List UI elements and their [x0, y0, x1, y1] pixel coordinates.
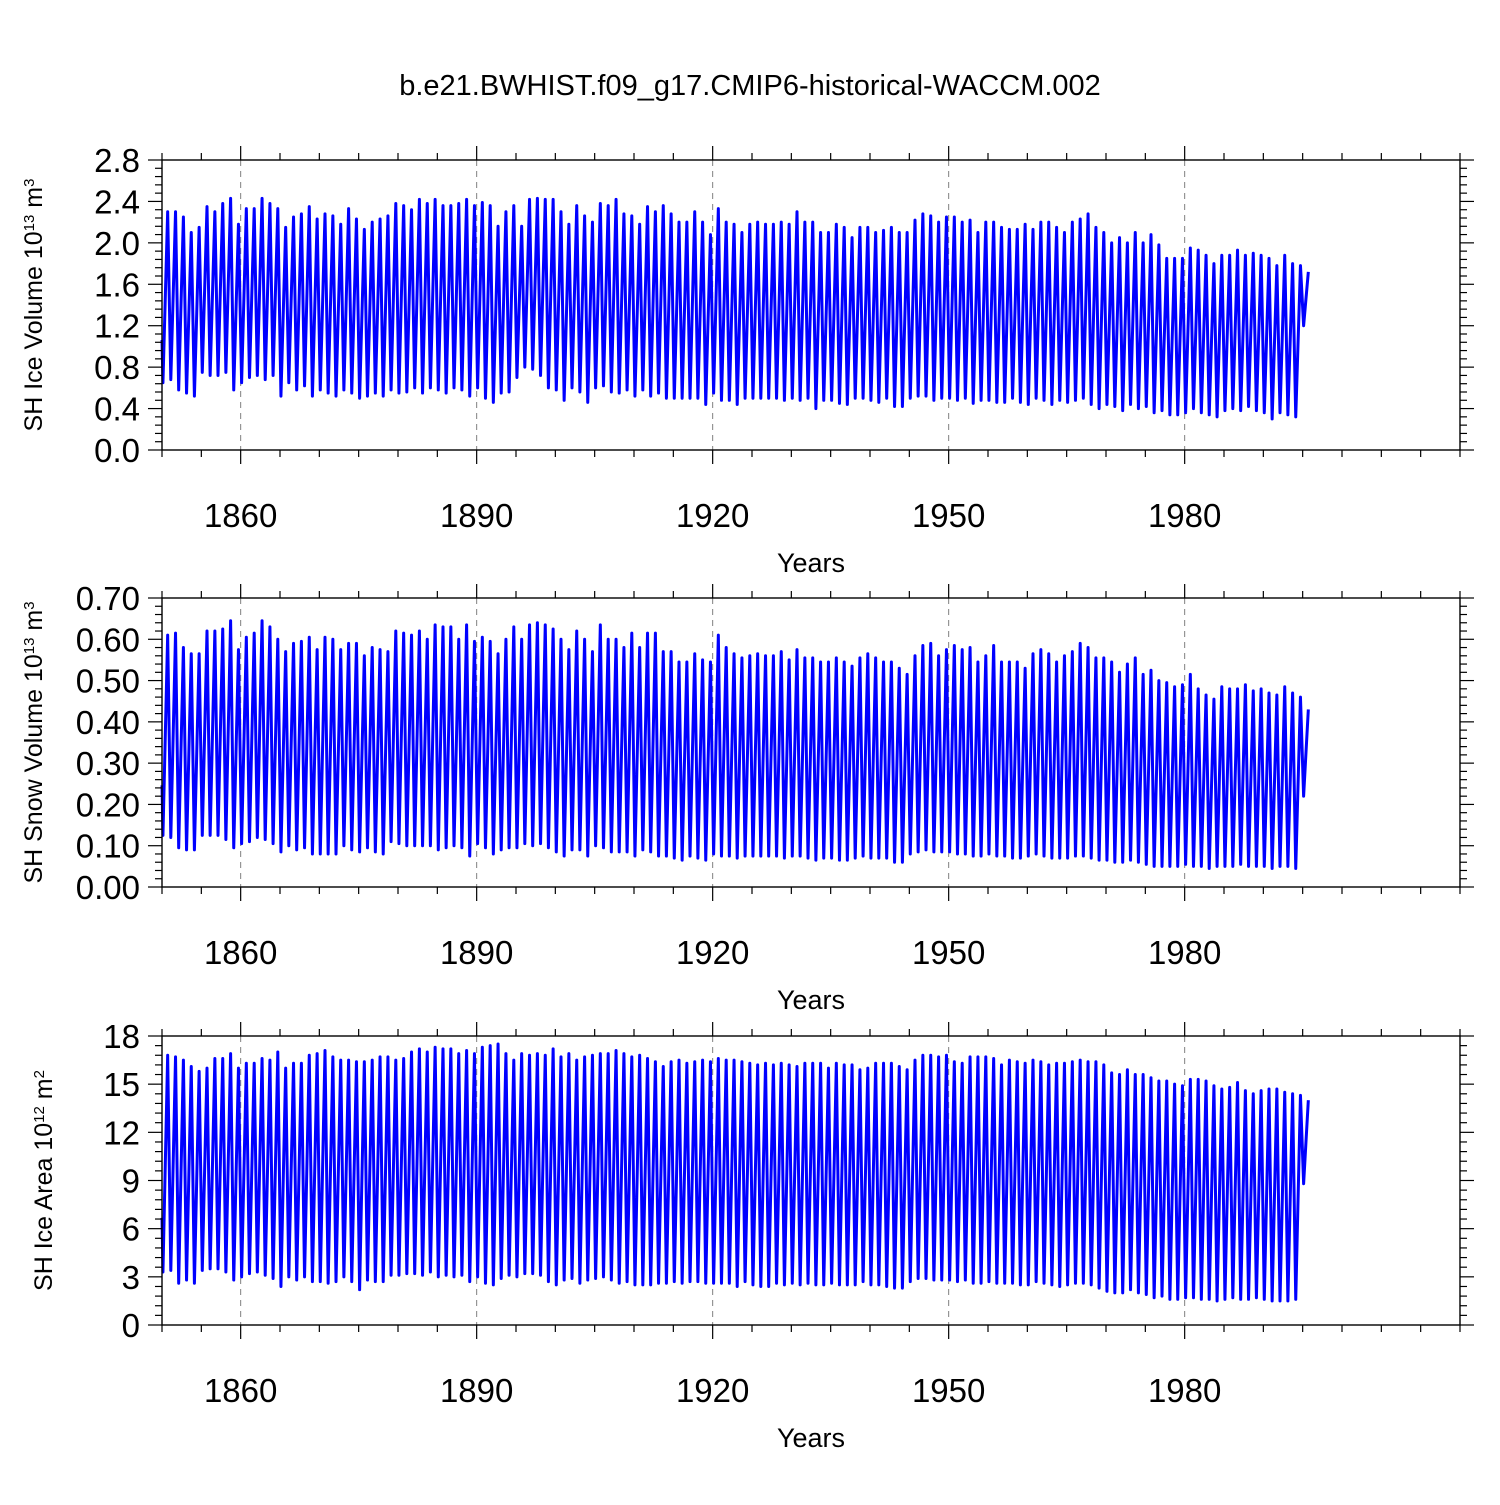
x-tick-label: 1950 [912, 1372, 985, 1409]
y-tick-label: 0.50 [76, 663, 140, 700]
y-tick-label: 0.20 [76, 786, 140, 823]
y-tick-label: 0.8 [94, 349, 140, 386]
y-axis-label: SH Snow Volume 1013 m3 [20, 601, 48, 883]
y-axis-label-part: m [20, 610, 48, 638]
y-tick-label: 0.4 [94, 391, 140, 428]
x-tick-label: 1920 [676, 497, 749, 534]
y-tick-label: 0.0 [94, 432, 140, 469]
y-axis-label: SH Ice Volume 1013 m3 [20, 179, 48, 432]
x-tick-label: 1920 [676, 934, 749, 971]
x-tick-label: 1950 [912, 934, 985, 971]
x-tick-label: 1890 [440, 497, 513, 534]
x-axis-label: Years [777, 1423, 845, 1453]
y-axis-label-part: SH Ice Area 10 [30, 1123, 58, 1291]
x-axis-label: Years [777, 548, 845, 578]
y-tick-label: 9 [122, 1163, 140, 1200]
y-axis-label-part: SH Ice Volume 10 [20, 231, 48, 431]
y-axis-label-part: m [20, 187, 48, 215]
y-axis-label-superscript: 13 [21, 638, 38, 655]
y-axis-label-superscript: 12 [31, 1106, 48, 1123]
y-tick-label: 0.00 [76, 869, 140, 906]
panel-3: 1860 1890 1920 1950 1980 Years 0 3 6 9 12 15 18 SH Ic… [30, 1018, 1474, 1453]
panel-1: 1860 1890 1920 1950 1980 Years 0.0 0.4 0.8 1.2 1.6… [20, 142, 1474, 578]
y-axis-label-superscript: 2 [31, 1070, 48, 1078]
y-tick-label: 3 [122, 1259, 140, 1296]
y-tick-label: 18 [103, 1018, 140, 1055]
data-series-line [160, 1042, 1310, 1303]
plot-frame [161, 597, 1461, 888]
x-tick-label: 1860 [204, 934, 277, 971]
x-tick-label: 1950 [912, 497, 985, 534]
y-axis-label-part: m [30, 1078, 58, 1106]
x-tick-label: 1980 [1148, 934, 1221, 971]
x-tick-label: 1860 [204, 1372, 277, 1409]
x-tick-label: 1980 [1148, 497, 1221, 534]
y-axis-label: SH Ice Area 1012 m2 [30, 1070, 58, 1291]
x-tick-label: 1860 [204, 497, 277, 534]
y-tick-label: 2.4 [94, 183, 140, 220]
y-tick-label: 0.10 [76, 828, 140, 865]
y-axis-label-superscript: 3 [21, 601, 38, 609]
x-tick-label: 1890 [440, 934, 513, 971]
x-tick-label: 1920 [676, 1372, 749, 1409]
x-axis-label: Years [777, 985, 845, 1015]
y-tick-label: 2.8 [94, 142, 140, 179]
plot-frame [161, 159, 1461, 451]
y-tick-label: 1.2 [94, 308, 140, 345]
y-tick-label: 0.30 [76, 745, 140, 782]
y-tick-label: 0 [122, 1307, 140, 1344]
y-tick-label: 0.40 [76, 704, 140, 741]
y-axis-label-part: SH Snow Volume 10 [20, 654, 48, 883]
y-tick-label: 1.6 [94, 266, 140, 303]
y-tick-label: 15 [103, 1066, 140, 1103]
y-axis-label-superscript: 3 [21, 179, 38, 187]
y-tick-label: 6 [122, 1211, 140, 1248]
y-tick-label: 12 [103, 1114, 140, 1151]
x-tick-label: 1890 [440, 1372, 513, 1409]
y-tick-label: 0.60 [76, 621, 140, 658]
panel-2: 1860 1890 1920 1950 1980 Years 0.00 0.10 0.20 0.3… [20, 580, 1474, 1015]
figure-title: b.e21.BWHIST.f09_g17.CMIP6-historical-WA… [399, 70, 1101, 102]
data-series-line [160, 619, 1310, 870]
y-tick-label: 2.0 [94, 225, 140, 262]
y-tick-label: 0.70 [76, 580, 140, 617]
data-series-line [160, 196, 1310, 421]
y-axis-label-superscript: 13 [21, 215, 38, 232]
x-tick-label: 1980 [1148, 1372, 1221, 1409]
